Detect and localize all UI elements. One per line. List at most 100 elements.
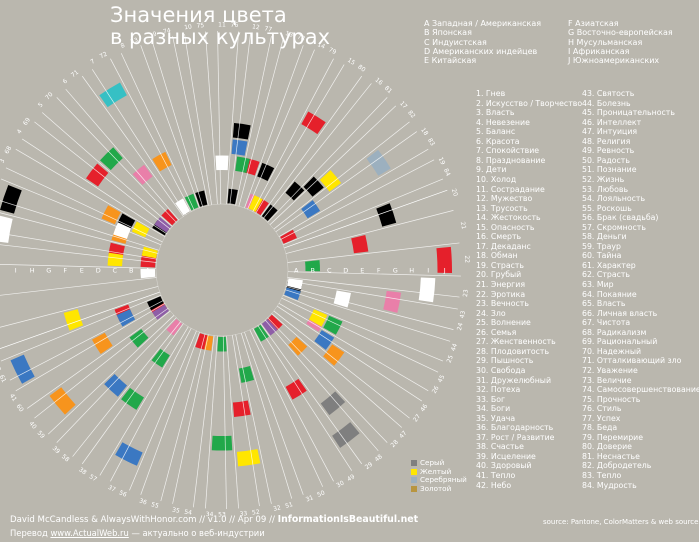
spoke-line — [287, 277, 460, 298]
translation-link[interactable]: www.ActualWeb.ru — [50, 528, 129, 538]
color-cell — [301, 200, 321, 219]
topic-item: 78. Беда — [582, 423, 618, 433]
spoke-line — [56, 97, 177, 223]
culture-row-letter: D — [96, 267, 101, 275]
color-cell — [436, 246, 452, 273]
spoke-line — [41, 112, 173, 227]
color-cell — [236, 449, 261, 467]
color-cell — [151, 348, 170, 368]
topic-number: 8 — [120, 42, 126, 50]
culture-row-letter: I — [427, 267, 429, 275]
topic-number: 42 — [0, 363, 2, 373]
topic-item: 39. Исцеление — [476, 451, 536, 461]
spoke-line — [172, 36, 209, 206]
topic-number: 6 — [62, 78, 70, 86]
topic-number: 29 — [364, 461, 374, 471]
topic-number: 71 — [70, 69, 80, 79]
chart-title: Значения цвета в разных культурах — [110, 4, 410, 48]
spoke-line — [252, 58, 334, 212]
topic-item: 32. Потеха — [476, 385, 521, 395]
color-cell — [333, 290, 351, 308]
topic-number: 61 — [0, 374, 7, 384]
topic-number: 48 — [374, 453, 384, 463]
color-cell — [261, 204, 278, 222]
culture-row-letter: E — [80, 267, 84, 275]
topic-number: 32 — [273, 504, 282, 513]
spoke-line — [226, 335, 239, 509]
topic-number: 3 — [0, 158, 7, 165]
color-cell — [211, 435, 233, 451]
color-cell — [161, 209, 178, 226]
culture-g: G Восточно-европейская — [568, 28, 673, 38]
topic-item: 11. Сострадание — [476, 184, 545, 194]
topic-number: 20 — [450, 188, 459, 198]
topic-item: 15. Опасность — [476, 222, 535, 232]
spoke-line — [151, 41, 204, 207]
color-cell — [231, 139, 248, 156]
spoke-line — [235, 334, 272, 504]
culture-row-letter: C — [327, 267, 332, 275]
spoke-line — [15, 303, 166, 392]
color-cell — [261, 318, 278, 336]
topic-number: 80 — [356, 64, 366, 74]
culture-row-letter: F — [377, 267, 381, 275]
color-cell — [132, 164, 153, 185]
topic-number: 15 — [346, 57, 356, 67]
spoke-line — [129, 330, 197, 491]
spoke-line — [278, 303, 429, 392]
spoke-line — [226, 31, 239, 205]
topic-item: 23. Вечность — [476, 299, 529, 309]
topic-item: 64. Покаяние — [582, 289, 637, 299]
topic-item: 52. Жизнь — [582, 174, 625, 184]
topic-number: 5 — [37, 101, 45, 109]
spoke-line — [281, 297, 439, 373]
topic-number: 70 — [44, 91, 54, 101]
spoke-line — [0, 178, 162, 246]
spoke-line — [247, 49, 315, 210]
title-line-2: в разных культурах — [110, 25, 331, 49]
culture-a: A Западная / Американская — [424, 19, 542, 28]
topic-item: 25. Волнение — [476, 318, 531, 328]
topic-number: 11 — [218, 22, 226, 29]
culture-row-letter: H — [409, 267, 414, 275]
topic-number: 60 — [15, 403, 25, 413]
topic-item: 51. Познание — [582, 165, 637, 175]
spoke-line — [0, 212, 159, 254]
color-cell — [195, 190, 208, 207]
topic-number: 84 — [442, 168, 452, 178]
topic-item: 81. Неснастье — [582, 451, 640, 461]
legend-swatch — [411, 486, 417, 493]
legend-item-silver: Серебряный — [411, 476, 467, 485]
topic-item: 8. Празднование — [476, 155, 546, 165]
spoke-line — [235, 36, 272, 206]
color-cell — [351, 234, 369, 254]
version-text: // v1.0 // Apr 09 // — [199, 515, 275, 525]
topic-number: 38 — [77, 466, 87, 476]
topic-item: 38. Счастье — [476, 442, 524, 452]
color-cell — [285, 181, 305, 201]
spoke-line — [260, 323, 363, 465]
culture-row-letter: G — [393, 267, 398, 275]
spoke-line — [110, 58, 192, 212]
topic-item: 2. Искусство / Творчество — [476, 98, 583, 108]
topic-number: 59 — [36, 430, 46, 440]
spoke-line — [244, 45, 304, 209]
color-cell — [91, 332, 113, 354]
color-cell — [152, 151, 172, 172]
topic-number: 22 — [463, 255, 470, 263]
chart-spokes — [0, 31, 461, 509]
color-cell — [305, 260, 321, 272]
legend-item-gold: Золотой — [411, 484, 467, 494]
legend-label: Серый — [420, 458, 445, 467]
topic-number: 68 — [3, 145, 13, 155]
brand-link[interactable]: InformationIsBeautiful.net — [277, 514, 419, 525]
spoke-line — [252, 328, 334, 482]
chart-cells — [0, 82, 452, 467]
topic-number: 10 — [184, 23, 193, 31]
legend-swatch — [411, 477, 417, 484]
spoke-line — [160, 333, 206, 502]
spoke-line — [255, 64, 345, 214]
topic-item: 84. Мудрость — [582, 480, 637, 490]
footer-credit: David McCandless & AlwaysWithHonor.com /… — [10, 514, 418, 525]
